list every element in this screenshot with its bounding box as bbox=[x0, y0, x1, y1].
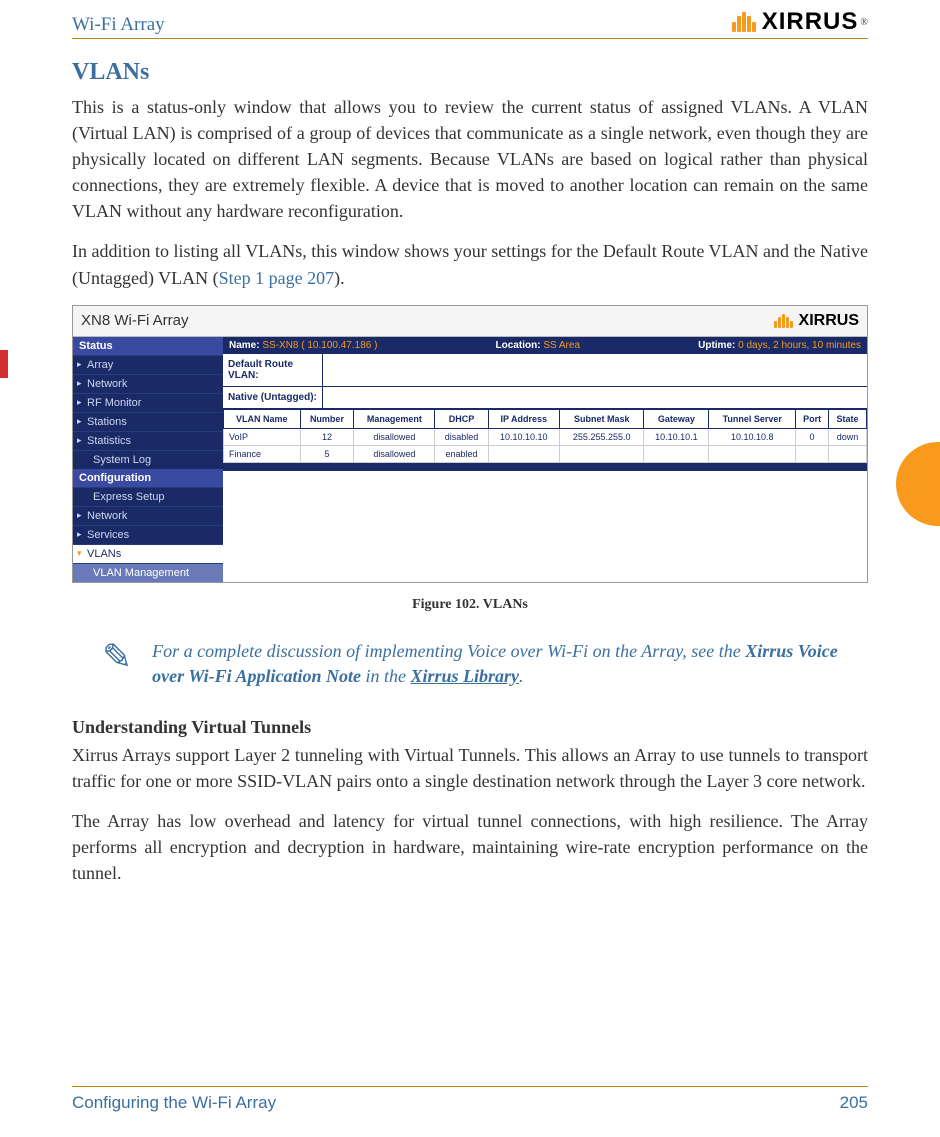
sidebar-item-statistics[interactable]: Statistics bbox=[73, 431, 223, 450]
note-icon: ✎ bbox=[72, 639, 132, 675]
cell bbox=[709, 445, 796, 462]
footer-page-number: 205 bbox=[840, 1093, 868, 1113]
status-loc-value: SS Area bbox=[543, 340, 580, 351]
intro-para-2: In addition to listing all VLANs, this w… bbox=[72, 238, 868, 290]
subsection-title: Understanding Virtual Tunnels bbox=[72, 717, 868, 738]
col-vlanname: VLAN Name bbox=[224, 409, 301, 428]
sidebar-item-services[interactable]: Services bbox=[73, 525, 223, 544]
cell: Finance bbox=[224, 445, 301, 462]
header-title: Wi-Fi Array bbox=[72, 14, 165, 36]
sidebar-item-vlans[interactable]: VLANs bbox=[73, 544, 223, 563]
cell: VoIP bbox=[224, 428, 301, 445]
cell: disallowed bbox=[354, 428, 435, 445]
table-row: Finance 5 disallowed enabled bbox=[224, 445, 867, 462]
note-block: ✎ For a complete discussion of implement… bbox=[72, 639, 868, 689]
table-header-row: VLAN Name Number Management DHCP IP Addr… bbox=[224, 409, 867, 428]
native-label: Native (Untagged): bbox=[223, 387, 323, 408]
note-link[interactable]: Xirrus Library bbox=[411, 666, 520, 686]
table-row: VoIP 12 disallowed disabled 10.10.10.10 … bbox=[224, 428, 867, 445]
page-footer: Configuring the Wi-Fi Array 205 bbox=[72, 1086, 868, 1113]
main-panel: Name: SS-XN8 ( 10.100.47.186 ) Location:… bbox=[223, 337, 867, 582]
figure-screenshot: XN8 Wi-Fi Array XIRRUS Status Array bbox=[72, 305, 868, 583]
default-route-row: Default Route VLAN: bbox=[223, 354, 867, 387]
window-title: XN8 Wi-Fi Array bbox=[81, 312, 189, 329]
cell: disabled bbox=[435, 428, 488, 445]
sidebar-item-network2[interactable]: Network bbox=[73, 506, 223, 525]
status-loc-label: Location: bbox=[496, 340, 541, 351]
col-number: Number bbox=[300, 409, 354, 428]
col-tunnel: Tunnel Server bbox=[709, 409, 796, 428]
page-header: Wi-Fi Array XIRRUS® bbox=[72, 8, 868, 39]
col-port: Port bbox=[796, 409, 829, 428]
figure-caption: Figure 102. VLANs bbox=[72, 597, 868, 613]
sidebar-item-vlan-mgmt[interactable]: VLAN Management bbox=[73, 563, 223, 582]
status-bar: Name: SS-XN8 ( 10.100.47.186 ) Location:… bbox=[223, 337, 867, 354]
table-footer-bar bbox=[223, 463, 867, 471]
cell: 255.255.255.0 bbox=[559, 428, 644, 445]
cell: 12 bbox=[300, 428, 354, 445]
cell: 0 bbox=[796, 428, 829, 445]
subsection-para1: Xirrus Arrays support Layer 2 tunneling … bbox=[72, 742, 868, 794]
para2-text-b: ). bbox=[334, 268, 345, 288]
status-uptime-value: 0 days, 2 hours, 10 minutes bbox=[738, 340, 861, 351]
col-state: State bbox=[828, 409, 866, 428]
vlan-table: VLAN Name Number Management DHCP IP Addr… bbox=[223, 409, 867, 463]
sidebar-item-array[interactable]: Array bbox=[73, 355, 223, 374]
cell: 10.10.10.1 bbox=[644, 428, 709, 445]
sidebar-item-rfmonitor[interactable]: RF Monitor bbox=[73, 393, 223, 412]
sidebar-item-network[interactable]: Network bbox=[73, 374, 223, 393]
cell: 10.10.10.10 bbox=[488, 428, 559, 445]
col-ip: IP Address bbox=[488, 409, 559, 428]
col-subnet: Subnet Mask bbox=[559, 409, 644, 428]
sidebar-item-stations[interactable]: Stations bbox=[73, 412, 223, 431]
subsection-para2: The Array has low overhead and latency f… bbox=[72, 808, 868, 886]
logo-text: XIRRUS bbox=[762, 8, 859, 36]
status-name-label: Name: bbox=[229, 340, 260, 351]
window-titlebar: XN8 Wi-Fi Array XIRRUS bbox=[73, 306, 867, 337]
section-title: VLANs bbox=[72, 59, 868, 86]
note-text-c: . bbox=[519, 666, 524, 686]
col-mgmt: Management bbox=[354, 409, 435, 428]
cell bbox=[644, 445, 709, 462]
intro-para-1: This is a status-only window that allows… bbox=[72, 94, 868, 224]
footer-left: Configuring the Wi-Fi Array bbox=[72, 1093, 276, 1113]
note-text-a: For a complete discussion of implementin… bbox=[152, 641, 745, 661]
cell: disallowed bbox=[354, 445, 435, 462]
default-route-label: Default Route VLAN: bbox=[223, 354, 323, 386]
note-text: For a complete discussion of implementin… bbox=[152, 639, 868, 689]
native-value bbox=[323, 387, 867, 408]
col-dhcp: DHCP bbox=[435, 409, 488, 428]
cell: down bbox=[828, 428, 866, 445]
cell bbox=[559, 445, 644, 462]
logo: XIRRUS® bbox=[732, 8, 868, 36]
status-uptime-label: Uptime: bbox=[698, 340, 735, 351]
sidebar-item-express[interactable]: Express Setup bbox=[73, 487, 223, 506]
note-text-b: in the bbox=[361, 666, 411, 686]
col-gateway: Gateway bbox=[644, 409, 709, 428]
sidebar-config-head: Configuration bbox=[73, 469, 223, 487]
window-logo-text: XIRRUS bbox=[799, 312, 859, 330]
cell: enabled bbox=[435, 445, 488, 462]
para2-text-a: In addition to listing all VLANs, this w… bbox=[72, 241, 868, 287]
change-bar bbox=[0, 350, 8, 378]
status-name-value: SS-XN8 ( 10.100.47.186 ) bbox=[262, 340, 377, 351]
logo-icon bbox=[732, 12, 756, 32]
window-logo: XIRRUS bbox=[774, 312, 859, 330]
sidebar-status-head: Status bbox=[73, 337, 223, 355]
native-untagged-row: Native (Untagged): bbox=[223, 387, 867, 409]
cell: 10.10.10.8 bbox=[709, 428, 796, 445]
cell: 5 bbox=[300, 445, 354, 462]
cell bbox=[488, 445, 559, 462]
default-route-value bbox=[323, 354, 867, 386]
step-link[interactable]: Step 1 page 207 bbox=[219, 268, 334, 288]
cell bbox=[796, 445, 829, 462]
cell bbox=[828, 445, 866, 462]
sidebar-item-syslog[interactable]: System Log bbox=[73, 450, 223, 469]
sidebar: Status Array Network RF Monitor Stations… bbox=[73, 337, 223, 582]
